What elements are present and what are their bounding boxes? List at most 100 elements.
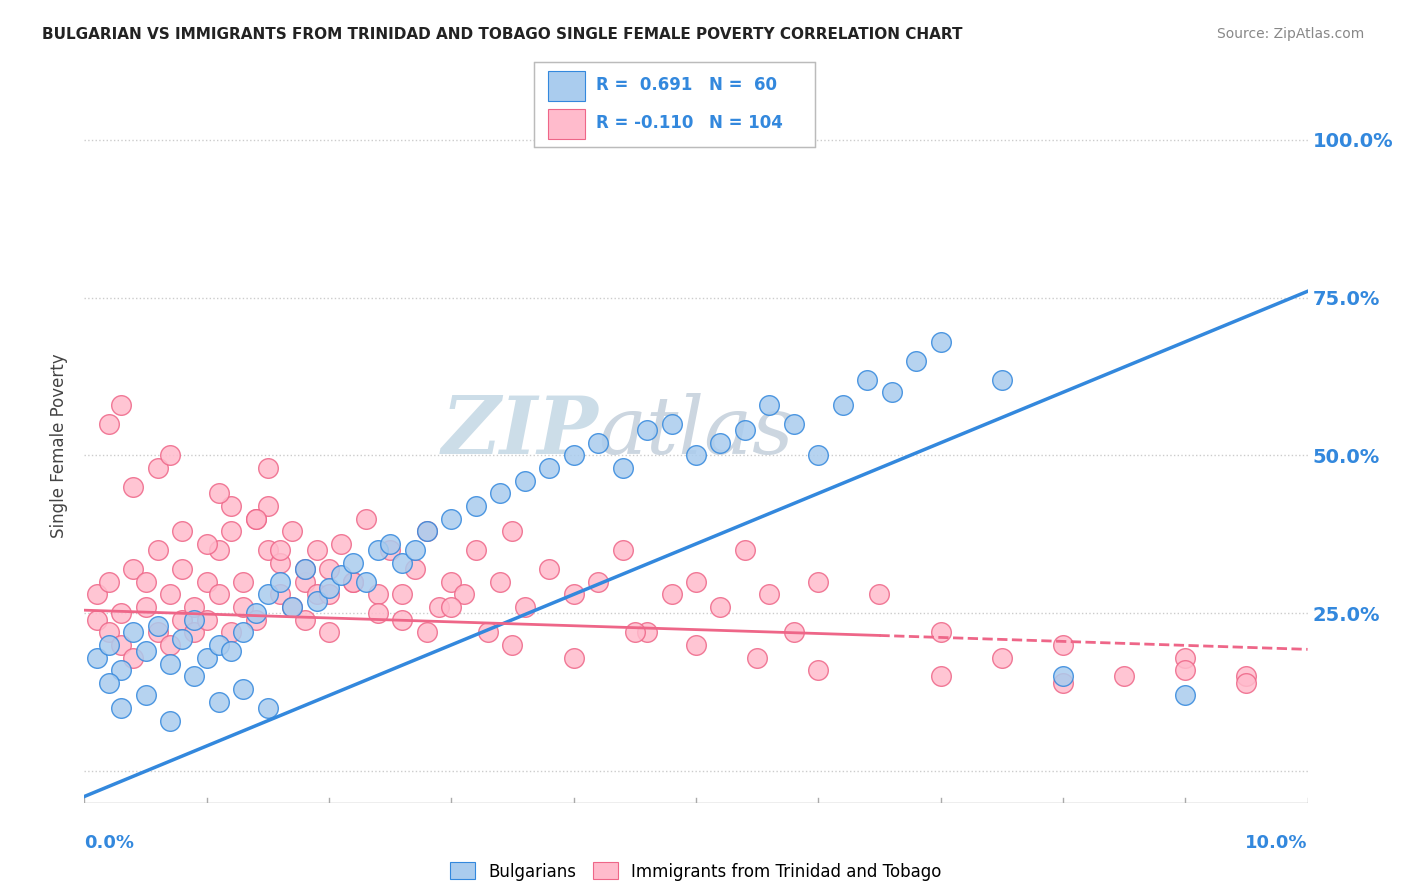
- Point: [135, 689, 157, 703]
- Point: [586, 574, 609, 589]
- Text: 0.0%: 0.0%: [84, 834, 135, 852]
- Point: [929, 334, 952, 349]
- Point: [367, 607, 389, 621]
- Point: [281, 600, 304, 615]
- Point: [404, 562, 426, 576]
- Point: [183, 669, 205, 683]
- Text: N = 104: N = 104: [709, 114, 783, 132]
- Point: [380, 537, 402, 551]
- Point: [172, 613, 194, 627]
- Point: [219, 625, 242, 640]
- Point: [257, 701, 280, 715]
- Point: [685, 449, 707, 463]
- Point: [747, 650, 769, 665]
- Point: [232, 682, 254, 697]
- Point: [1236, 669, 1258, 683]
- Point: [232, 625, 254, 640]
- Point: [195, 613, 218, 627]
- Point: [538, 461, 561, 475]
- Point: [257, 543, 280, 558]
- Point: [172, 562, 194, 576]
- Point: [97, 417, 120, 431]
- Point: [269, 556, 291, 570]
- Text: N =  60: N = 60: [709, 77, 776, 95]
- Point: [110, 607, 132, 621]
- Point: [245, 613, 267, 627]
- Point: [318, 581, 340, 595]
- Point: [391, 556, 413, 570]
- Text: R = -0.110: R = -0.110: [596, 114, 693, 132]
- Point: [427, 600, 450, 615]
- Point: [330, 568, 353, 582]
- Point: [195, 650, 218, 665]
- Point: [367, 543, 389, 558]
- Point: [318, 625, 340, 640]
- Point: [685, 574, 707, 589]
- Point: [135, 644, 157, 658]
- Point: [354, 511, 377, 525]
- Point: [380, 543, 402, 558]
- Point: [219, 499, 242, 513]
- Point: [245, 607, 267, 621]
- Point: [477, 625, 499, 640]
- Point: [538, 562, 561, 576]
- Point: [208, 543, 231, 558]
- Point: [146, 543, 169, 558]
- Legend: Bulgarians, Immigrants from Trinidad and Tobago: Bulgarians, Immigrants from Trinidad and…: [443, 855, 949, 888]
- Point: [453, 587, 475, 601]
- Point: [562, 449, 585, 463]
- Point: [612, 461, 634, 475]
- Point: [734, 423, 756, 437]
- Point: [404, 543, 426, 558]
- Point: [110, 663, 132, 677]
- Bar: [548, 71, 585, 101]
- Point: [502, 638, 524, 652]
- Point: [110, 398, 132, 412]
- Text: Source: ZipAtlas.com: Source: ZipAtlas.com: [1216, 27, 1364, 41]
- Point: [661, 417, 683, 431]
- Point: [232, 600, 254, 615]
- Point: [183, 600, 205, 615]
- Point: [1174, 650, 1197, 665]
- Point: [636, 625, 658, 640]
- Point: [709, 435, 731, 450]
- Point: [159, 449, 181, 463]
- Point: [97, 638, 120, 652]
- Point: [97, 675, 120, 690]
- Point: [758, 587, 780, 601]
- Point: [1236, 675, 1258, 690]
- Point: [281, 600, 304, 615]
- Point: [86, 587, 108, 601]
- Point: [281, 524, 304, 539]
- Point: [342, 574, 364, 589]
- Text: ZIP: ZIP: [441, 393, 598, 470]
- Point: [208, 587, 231, 601]
- Point: [97, 574, 120, 589]
- Point: [318, 562, 340, 576]
- Point: [183, 625, 205, 640]
- Point: [195, 574, 218, 589]
- Point: [1174, 663, 1197, 677]
- Point: [869, 587, 891, 601]
- Point: [257, 587, 280, 601]
- Point: [783, 625, 806, 640]
- Point: [513, 474, 536, 488]
- Point: [122, 562, 145, 576]
- Point: [110, 701, 132, 715]
- Point: [183, 613, 205, 627]
- Point: [856, 373, 879, 387]
- Point: [354, 574, 377, 589]
- Point: [758, 398, 780, 412]
- Point: [464, 543, 486, 558]
- Point: [342, 574, 364, 589]
- Point: [1052, 675, 1074, 690]
- Bar: [548, 109, 585, 139]
- Text: atlas: atlas: [598, 393, 793, 470]
- Point: [636, 423, 658, 437]
- Point: [416, 524, 439, 539]
- Point: [807, 449, 830, 463]
- Point: [929, 669, 952, 683]
- Point: [391, 587, 413, 601]
- Point: [86, 613, 108, 627]
- Point: [86, 650, 108, 665]
